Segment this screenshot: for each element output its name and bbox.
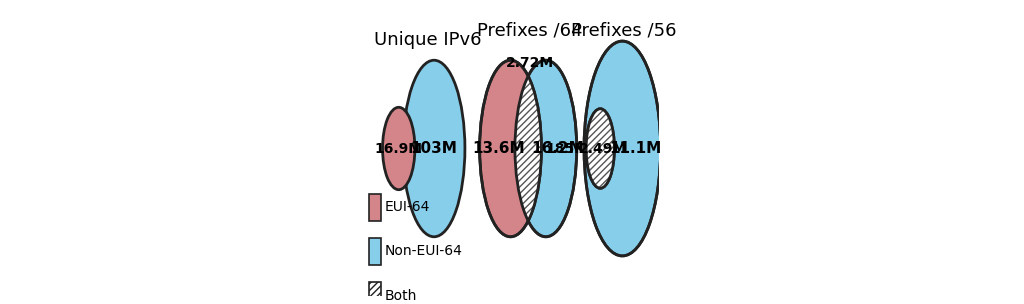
Bar xyxy=(370,282,381,304)
Bar xyxy=(370,238,381,265)
Ellipse shape xyxy=(515,60,577,237)
Ellipse shape xyxy=(515,60,577,237)
Text: 13.6M: 13.6M xyxy=(472,141,525,156)
Ellipse shape xyxy=(479,60,542,237)
Ellipse shape xyxy=(584,41,660,256)
Text: 185K: 185K xyxy=(545,141,585,156)
Text: Unique IPv6: Unique IPv6 xyxy=(375,31,482,49)
Text: Both: Both xyxy=(385,288,417,302)
Text: Prefixes /64: Prefixes /64 xyxy=(477,22,583,40)
Text: Prefixes /56: Prefixes /56 xyxy=(571,22,677,40)
Text: 16.9M: 16.9M xyxy=(375,141,423,156)
Text: 103M: 103M xyxy=(411,141,458,156)
Text: 2.49M: 2.49M xyxy=(579,141,627,156)
Text: 2.72M: 2.72M xyxy=(506,56,554,70)
Text: 11.1M: 11.1M xyxy=(609,141,662,156)
Bar xyxy=(370,194,381,221)
Text: Non-EUI-64: Non-EUI-64 xyxy=(385,244,463,258)
Text: 16.2M: 16.2M xyxy=(531,141,584,156)
Text: EUI-64: EUI-64 xyxy=(385,200,430,214)
Ellipse shape xyxy=(383,107,415,190)
Ellipse shape xyxy=(403,60,465,237)
Ellipse shape xyxy=(584,41,660,256)
Ellipse shape xyxy=(586,109,614,188)
